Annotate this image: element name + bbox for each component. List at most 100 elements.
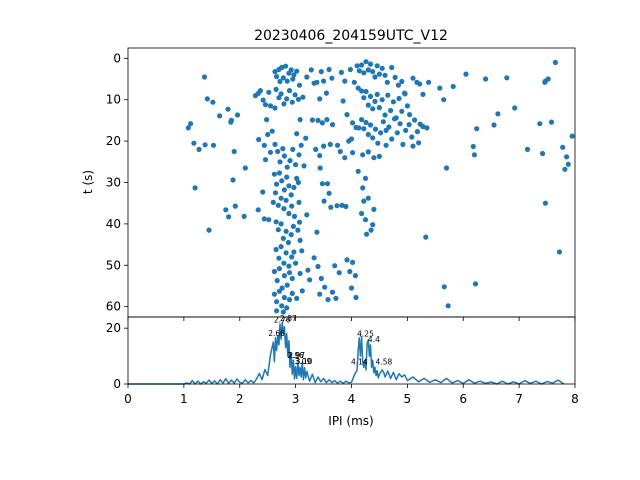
scatter-point [241, 213, 247, 219]
scatter-point [334, 142, 341, 148]
histogram-x-tick-label: 5 [404, 392, 412, 406]
scatter-point [324, 181, 331, 187]
peak-annotation-label: 3.09 [295, 357, 312, 366]
scatter-point [305, 267, 311, 273]
scatter-point [378, 130, 384, 136]
histogram-x-axis-label: IPI (ms) [328, 414, 373, 428]
scatter-point [324, 117, 330, 123]
scatter-point [287, 158, 293, 164]
scatter-point [283, 63, 289, 69]
scatter-point [407, 112, 413, 118]
scatter-point [326, 190, 332, 196]
scatter-point [367, 93, 374, 99]
scatter-point [360, 152, 366, 158]
scatter-point [296, 199, 302, 205]
peak-annotation-label: 4.25 [357, 330, 374, 339]
scatter-point [242, 165, 248, 171]
scatter-point [307, 277, 313, 283]
scatter-point [271, 171, 277, 177]
scatter-point [437, 85, 443, 91]
peak-annotations: 2.762.87 2.66 2.962.973.093.10 4.254.4 4.14 4… [268, 314, 392, 366]
scatter-point [441, 284, 447, 290]
scatter-point [272, 69, 278, 75]
scatter-point [262, 157, 269, 163]
scatter-point [328, 204, 334, 210]
scatter-point [376, 105, 382, 111]
histogram-x-tick-label: 1 [180, 392, 188, 406]
scatter-point [361, 198, 367, 204]
scatter-point [289, 99, 295, 105]
scatter-point [327, 141, 333, 147]
scatter-point [188, 121, 194, 127]
scatter-point [210, 99, 216, 105]
scatter-point [414, 129, 420, 135]
scatter-point [288, 232, 294, 238]
scatter-point [286, 88, 293, 94]
scatter-point [281, 153, 287, 159]
scatter-point [313, 146, 319, 152]
scatter-point [420, 124, 426, 130]
scatter-point [284, 164, 290, 170]
scatter-point [363, 119, 369, 126]
scatter-y-ticks: 0 10 20 30 40 50 60 [106, 51, 576, 321]
scatter-point [323, 90, 329, 96]
scatter-point [420, 91, 426, 97]
histogram-x-tick-label: 2 [236, 392, 244, 406]
scatter-point [359, 88, 365, 94]
scatter-point [284, 78, 290, 84]
scatter-point [384, 79, 390, 85]
scatter-point [269, 128, 275, 134]
scatter-point [273, 219, 279, 225]
scatter-point [283, 228, 289, 234]
scatter-point [318, 69, 324, 75]
scatter-point [474, 126, 480, 132]
scatter-point [410, 75, 416, 81]
scatter-point [291, 249, 297, 255]
scatter-point [297, 117, 303, 123]
scatter-point [273, 86, 279, 92]
histogram-y-tick-label: 20 [106, 321, 121, 335]
scatter-point [295, 96, 301, 102]
scatter-point [210, 142, 217, 148]
scatter-point [283, 197, 289, 203]
scatter-points [185, 59, 575, 315]
scatter-point [293, 260, 299, 266]
scatter-point [278, 195, 284, 201]
scatter-point [361, 70, 367, 76]
scatter-point [371, 155, 377, 161]
scatter-point [359, 210, 365, 217]
scatter-point [390, 99, 396, 105]
scatter-point [344, 112, 350, 118]
scatter-point [362, 217, 369, 223]
scatter-point [281, 260, 287, 266]
scatter-point [512, 105, 518, 111]
scatter-point [286, 297, 293, 303]
scatter-point [374, 63, 380, 69]
scatter-point [382, 112, 388, 118]
scatter-point [347, 66, 353, 73]
scatter-point [359, 117, 365, 123]
scatter-point [491, 122, 497, 128]
scatter-point [350, 259, 356, 265]
scatter-point [537, 121, 543, 127]
scatter-point [356, 125, 362, 131]
scatter-point [383, 142, 389, 148]
scatter-y-tick-label: 20 [106, 134, 121, 148]
scatter-point [284, 174, 290, 180]
scatter-point [260, 189, 266, 195]
scatter-point [350, 150, 356, 156]
scatter-point [279, 178, 285, 184]
scatter-point [295, 227, 301, 233]
scatter-point [356, 68, 362, 74]
scatter-point [286, 210, 292, 217]
scatter-point [289, 254, 295, 260]
scatter-point [276, 288, 282, 294]
histogram-x-tick-label: 0 [124, 392, 132, 406]
scatter-point [291, 72, 297, 78]
scatter-point [284, 305, 290, 311]
scatter-point [370, 106, 376, 112]
scatter-point [350, 120, 356, 126]
scatter-point [276, 95, 282, 101]
scatter-point [276, 170, 282, 176]
